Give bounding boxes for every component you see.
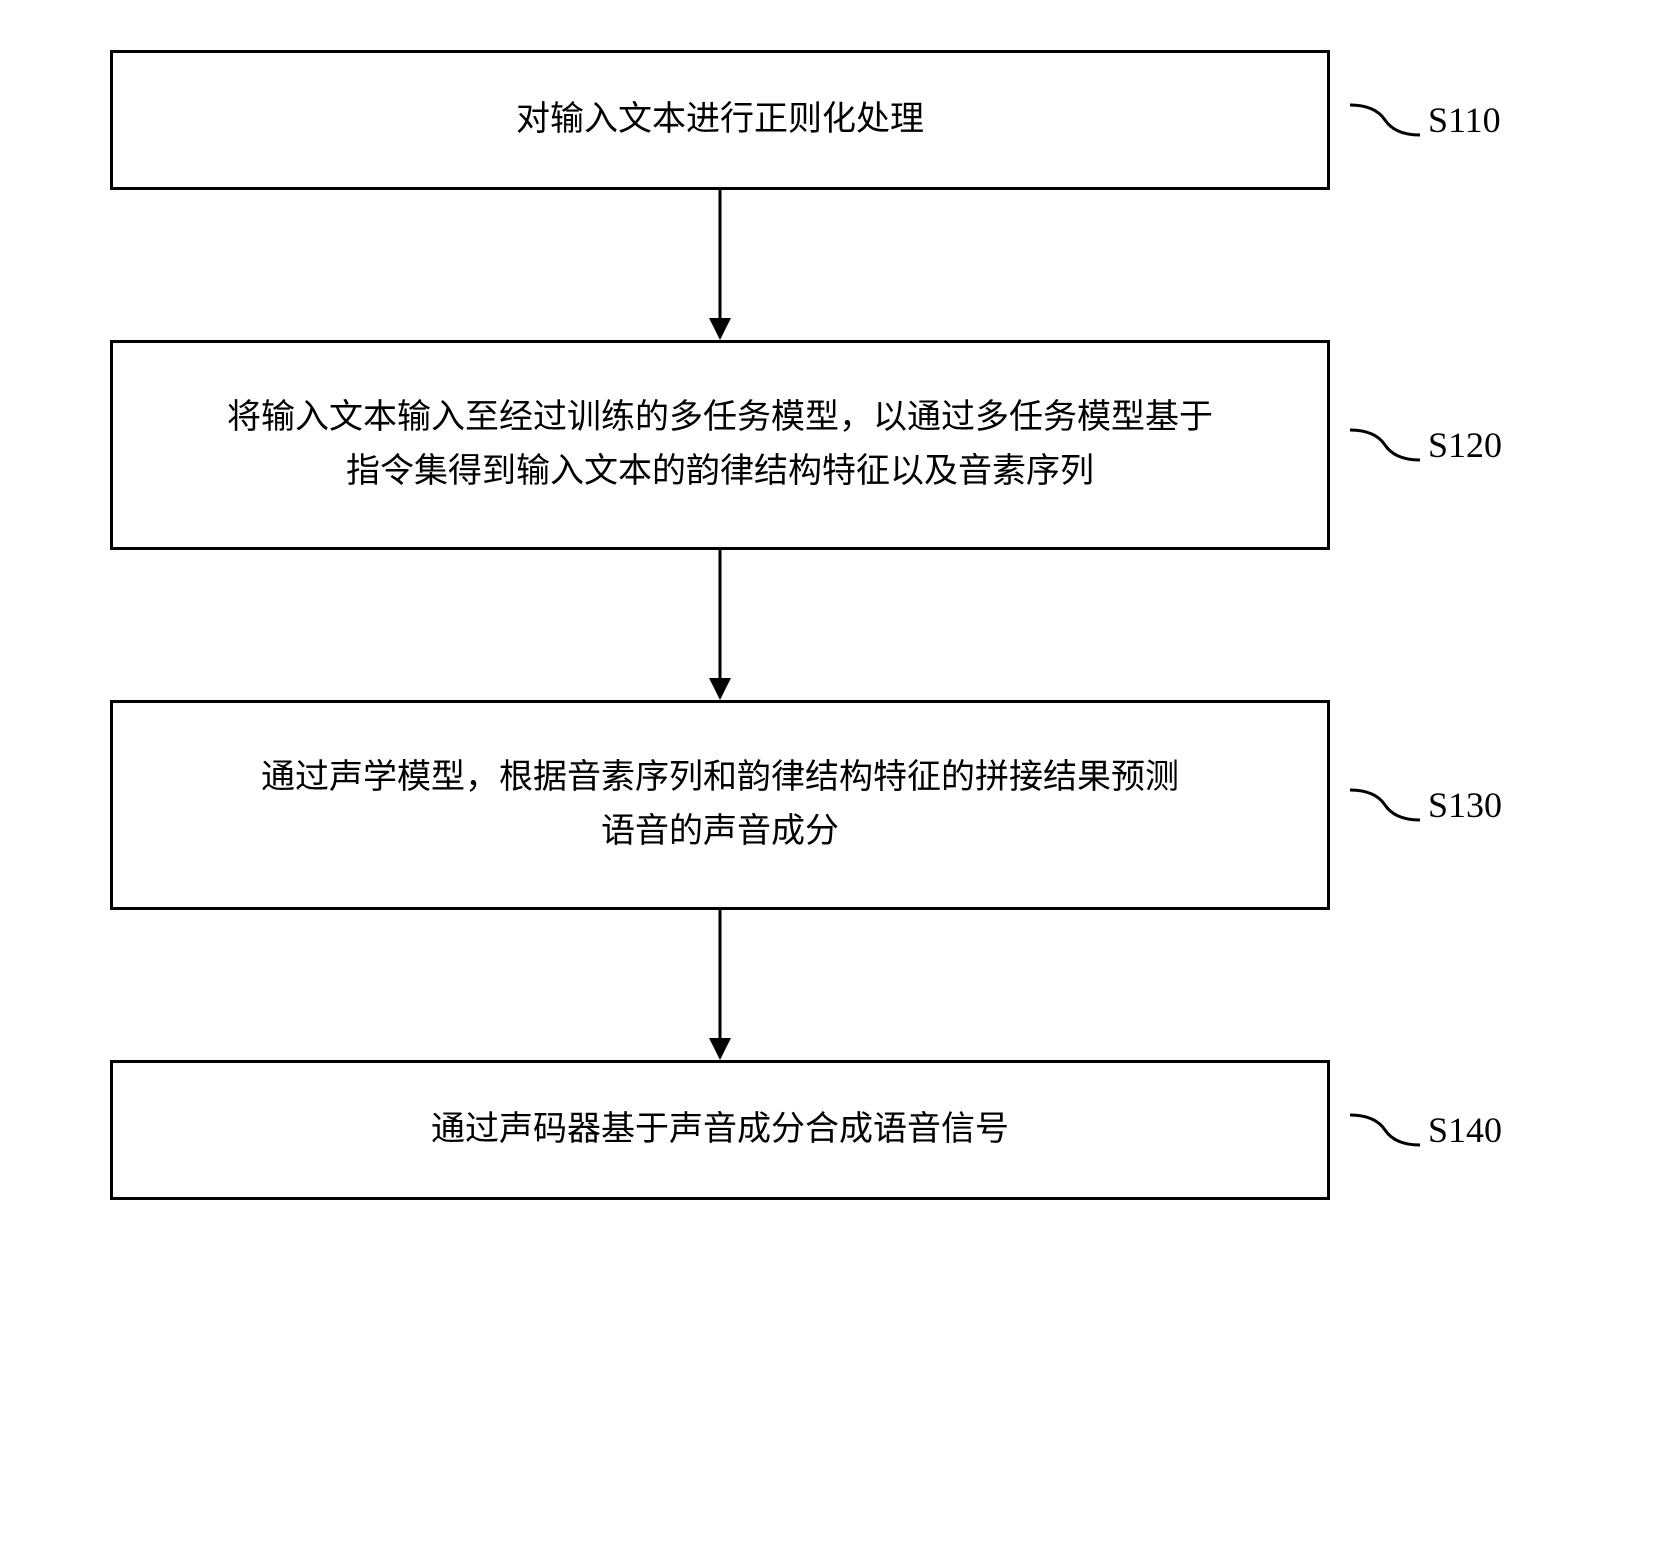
step-label-s110: S110 — [1428, 99, 1501, 141]
step-text-s120-line1: 将输入文本输入至经过训练的多任务模型，以通过多任务模型基于 — [227, 391, 1213, 445]
step-box-s110: 对输入文本进行正则化处理 — [110, 50, 1330, 190]
step-row-s120: 将输入文本输入至经过训练的多任务模型，以通过多任务模型基于 指令集得到输入文本的… — [110, 340, 1560, 550]
step-label-s130: S130 — [1428, 784, 1502, 826]
step-row-s110: 对输入文本进行正则化处理 S110 — [110, 50, 1560, 190]
label-curve-icon — [1350, 775, 1420, 835]
step-row-s130: 通过声学模型，根据音素序列和韵律结构特征的拼接结果预测 语音的声音成分 S130 — [110, 700, 1560, 910]
label-curve-icon — [1350, 90, 1420, 150]
label-connector-s130: S130 — [1350, 775, 1502, 835]
label-curve-icon — [1350, 415, 1420, 475]
step-text-s140: 通过声码器基于声音成分合成语音信号 — [431, 1103, 1009, 1157]
step-text-s110: 对输入文本进行正则化处理 — [516, 93, 924, 147]
step-box-s130: 通过声学模型，根据音素序列和韵律结构特征的拼接结果预测 语音的声音成分 — [110, 700, 1330, 910]
flowchart-container: 对输入文本进行正则化处理 S110 将输入文本输入至经过训练的多任务模型，以通过… — [110, 50, 1560, 1200]
step-box-s120: 将输入文本输入至经过训练的多任务模型，以通过多任务模型基于 指令集得到输入文本的… — [110, 340, 1330, 550]
step-label-s120: S120 — [1428, 424, 1502, 466]
step-box-s140: 通过声码器基于声音成分合成语音信号 — [110, 1060, 1330, 1200]
step-text-s120-line2: 指令集得到输入文本的韵律结构特征以及音素序列 — [227, 445, 1213, 499]
step-text-s130-line2: 语音的声音成分 — [261, 805, 1179, 859]
step-text-s130-line1: 通过声学模型，根据音素序列和韵律结构特征的拼接结果预测 — [261, 751, 1179, 805]
arrow-s110-s120 — [110, 190, 1330, 340]
label-curve-icon — [1350, 1100, 1420, 1160]
step-text-s130: 通过声学模型，根据音素序列和韵律结构特征的拼接结果预测 语音的声音成分 — [261, 751, 1179, 860]
arrow-s120-s130 — [110, 550, 1330, 700]
label-connector-s140: S140 — [1350, 1100, 1502, 1160]
step-row-s140: 通过声码器基于声音成分合成语音信号 S140 — [110, 1060, 1560, 1200]
label-connector-s120: S120 — [1350, 415, 1502, 475]
arrow-s130-s140 — [110, 910, 1330, 1060]
step-label-s140: S140 — [1428, 1109, 1502, 1151]
label-connector-s110: S110 — [1350, 90, 1501, 150]
step-text-s120: 将输入文本输入至经过训练的多任务模型，以通过多任务模型基于 指令集得到输入文本的… — [227, 391, 1213, 500]
